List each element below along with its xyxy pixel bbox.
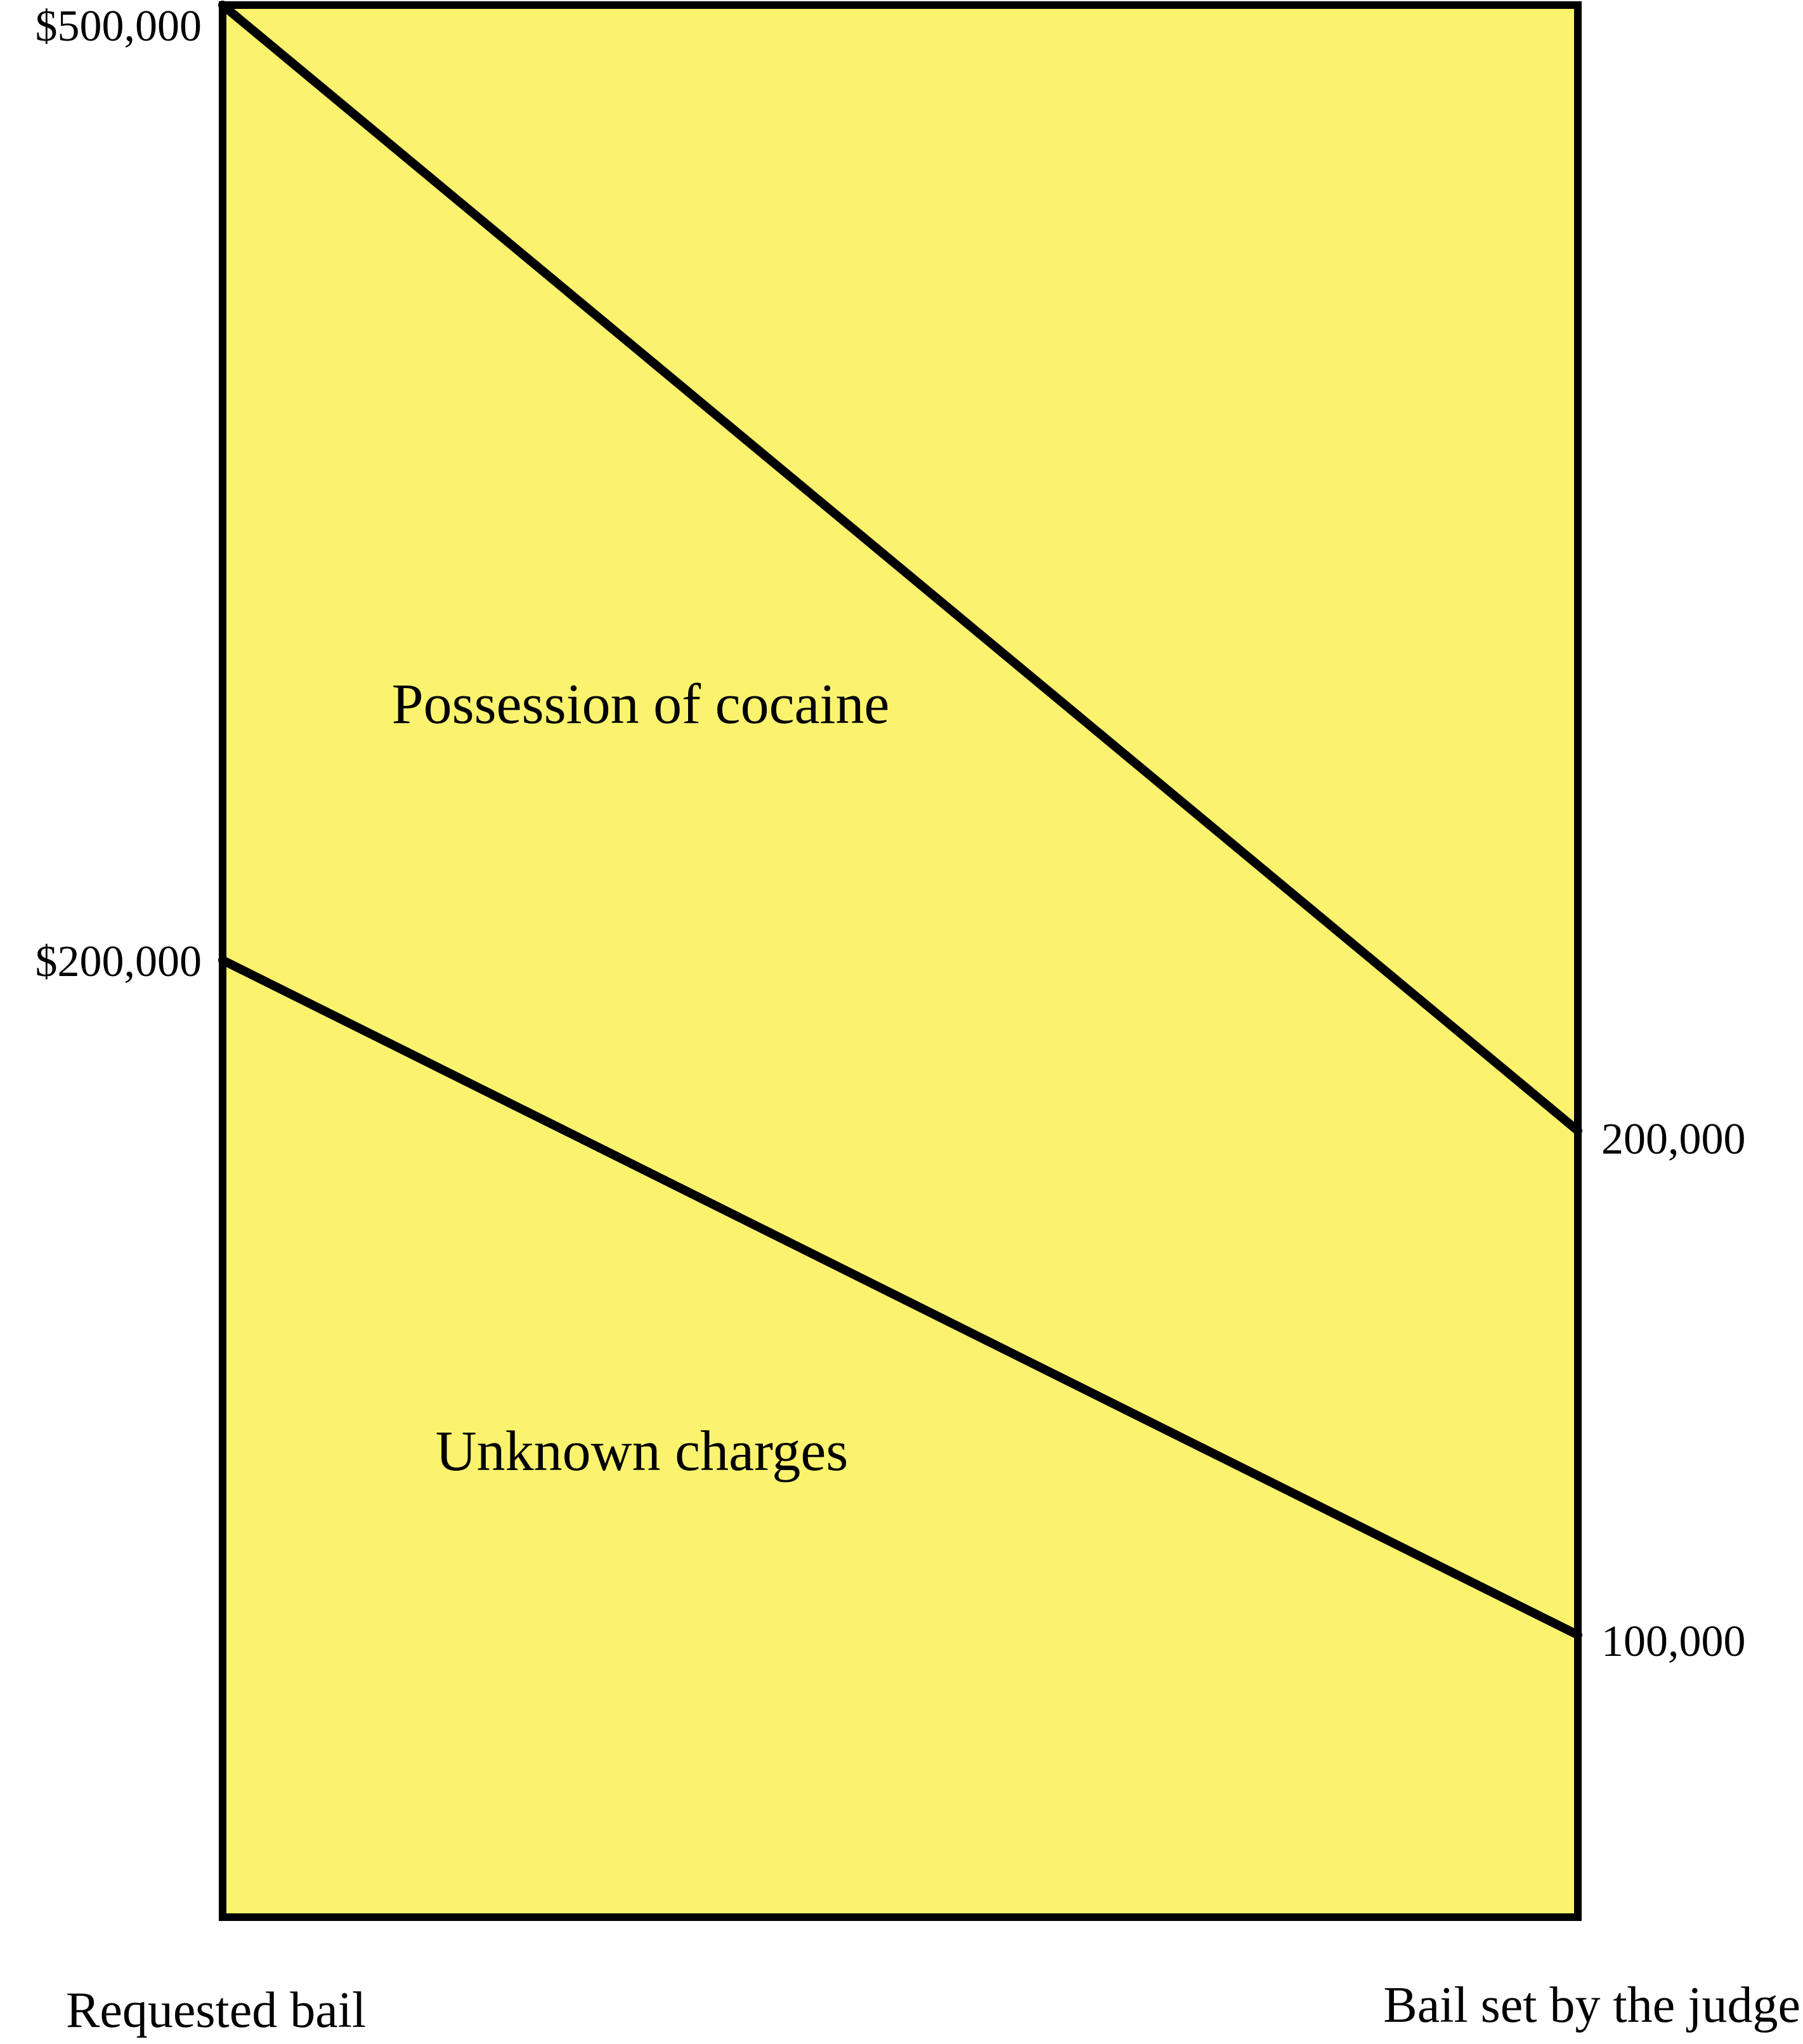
series-line-possession-of-cocaine: [218, 1, 1582, 1135]
series-label-possession-of-cocaine: Possession of cocaine: [392, 673, 890, 736]
left-tick-label-500000: $500,000: [36, 2, 202, 51]
left-tick-label-200000: $200,000: [36, 937, 202, 986]
series-label-unknown-charges: Unknown charges: [436, 1420, 849, 1483]
x-category-label-bail-set-by-judge: Bail set by the judge: [1383, 1977, 1800, 2033]
right-tick-label-100000: 100,000: [1601, 1617, 1746, 1666]
right-tick-label-200000: 200,000: [1601, 1115, 1746, 1164]
series-line-unknown-charges: [218, 956, 1582, 1639]
plot-area: [219, 1, 1582, 1921]
x-category-label-requested-bail: Requested bail: [66, 1982, 366, 2038]
